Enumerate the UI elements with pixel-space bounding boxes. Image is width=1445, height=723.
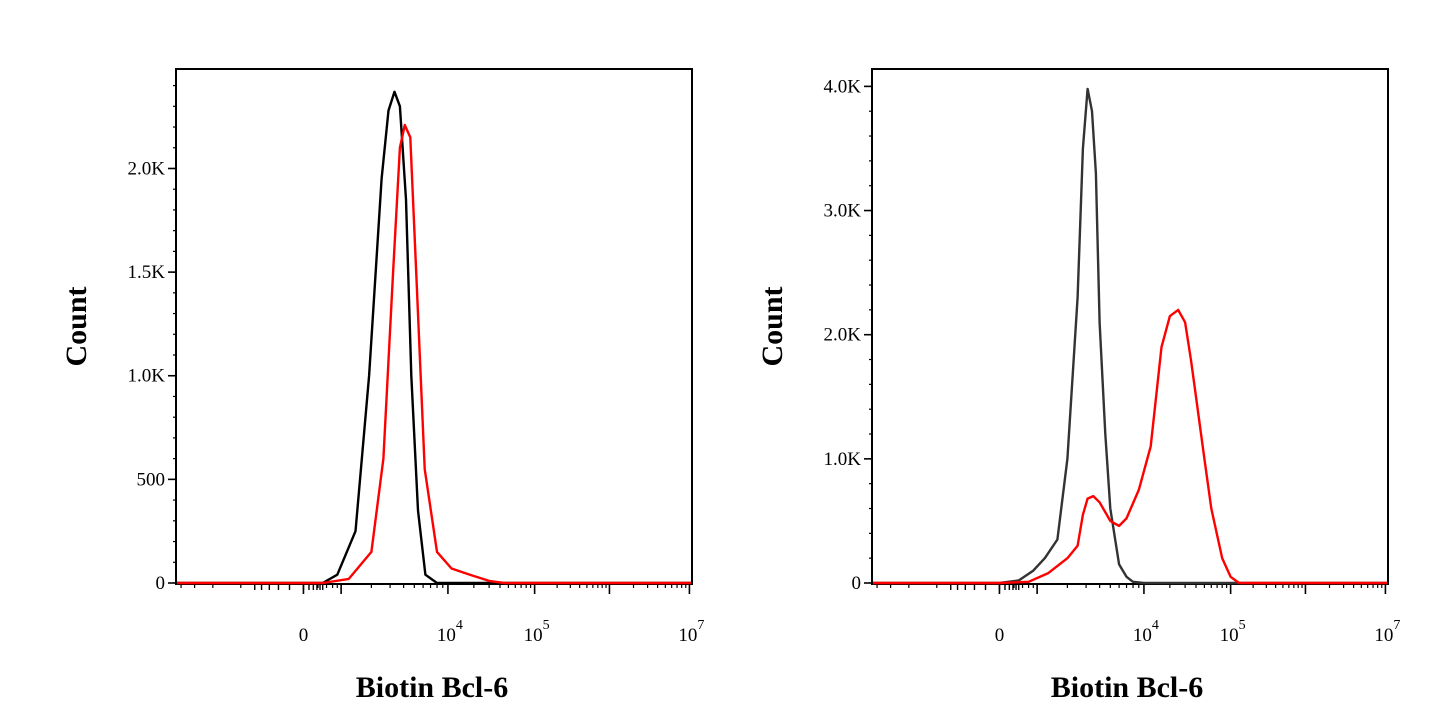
x-tick-base: 10: [1220, 625, 1239, 646]
x-tick-base: 10: [437, 625, 456, 646]
x-tick-label: 104: [1133, 618, 1159, 646]
y-tick-label: 2.0K: [128, 158, 166, 179]
x-tick-exponent: 7: [697, 618, 704, 633]
y-tick-label: 0: [156, 573, 166, 594]
x-tick-exponent: 4: [1152, 618, 1159, 633]
y-tick-label: 1.0K: [824, 449, 862, 470]
x-tick-exponent: 5: [1239, 618, 1246, 633]
x-tick-label: 105: [1220, 618, 1246, 646]
x-tick-exponent: 4: [456, 618, 463, 633]
x-tick-label: 107: [1374, 618, 1400, 646]
plot-frame: [175, 68, 693, 585]
x-tick-base: 10: [1133, 625, 1152, 646]
x-tick-label: 104: [437, 618, 463, 646]
y-tick-label: 4.0K: [824, 76, 862, 97]
x-tick-base: 10: [1374, 625, 1393, 646]
x-axis-title: Biotin Bcl-6: [356, 671, 509, 704]
y-tick-label: 1.0K: [128, 366, 166, 387]
y-tick-label: 500: [137, 469, 166, 490]
y-tick-label: 2.0K: [824, 325, 862, 346]
plot-frame: [871, 68, 1389, 585]
x-tick-exponent: 7: [1393, 618, 1400, 633]
x-tick-base: 10: [678, 625, 697, 646]
x-tick-label: 0: [299, 625, 309, 646]
y-axis-title: Count: [60, 286, 93, 366]
series-line-0: [873, 87, 1387, 585]
x-tick-label: 0: [995, 625, 1005, 646]
x-tick-base: 10: [524, 625, 543, 646]
x-axis-title: Biotin Bcl-6: [1051, 671, 1204, 704]
y-axis-title: Count: [756, 286, 789, 366]
x-tick-label: 105: [524, 618, 550, 646]
series-line-0: [177, 90, 691, 585]
x-tick-base: 0: [299, 625, 309, 646]
x-tick-exponent: 5: [543, 618, 550, 633]
series-line-1: [873, 308, 1387, 585]
y-tick-label: 0: [852, 573, 862, 594]
y-tick-label: 1.5K: [128, 262, 166, 283]
x-tick-base: 0: [995, 625, 1005, 646]
x-tick-label: 107: [678, 618, 704, 646]
y-tick-label: 3.0K: [824, 201, 862, 222]
series-line-1: [177, 123, 691, 585]
